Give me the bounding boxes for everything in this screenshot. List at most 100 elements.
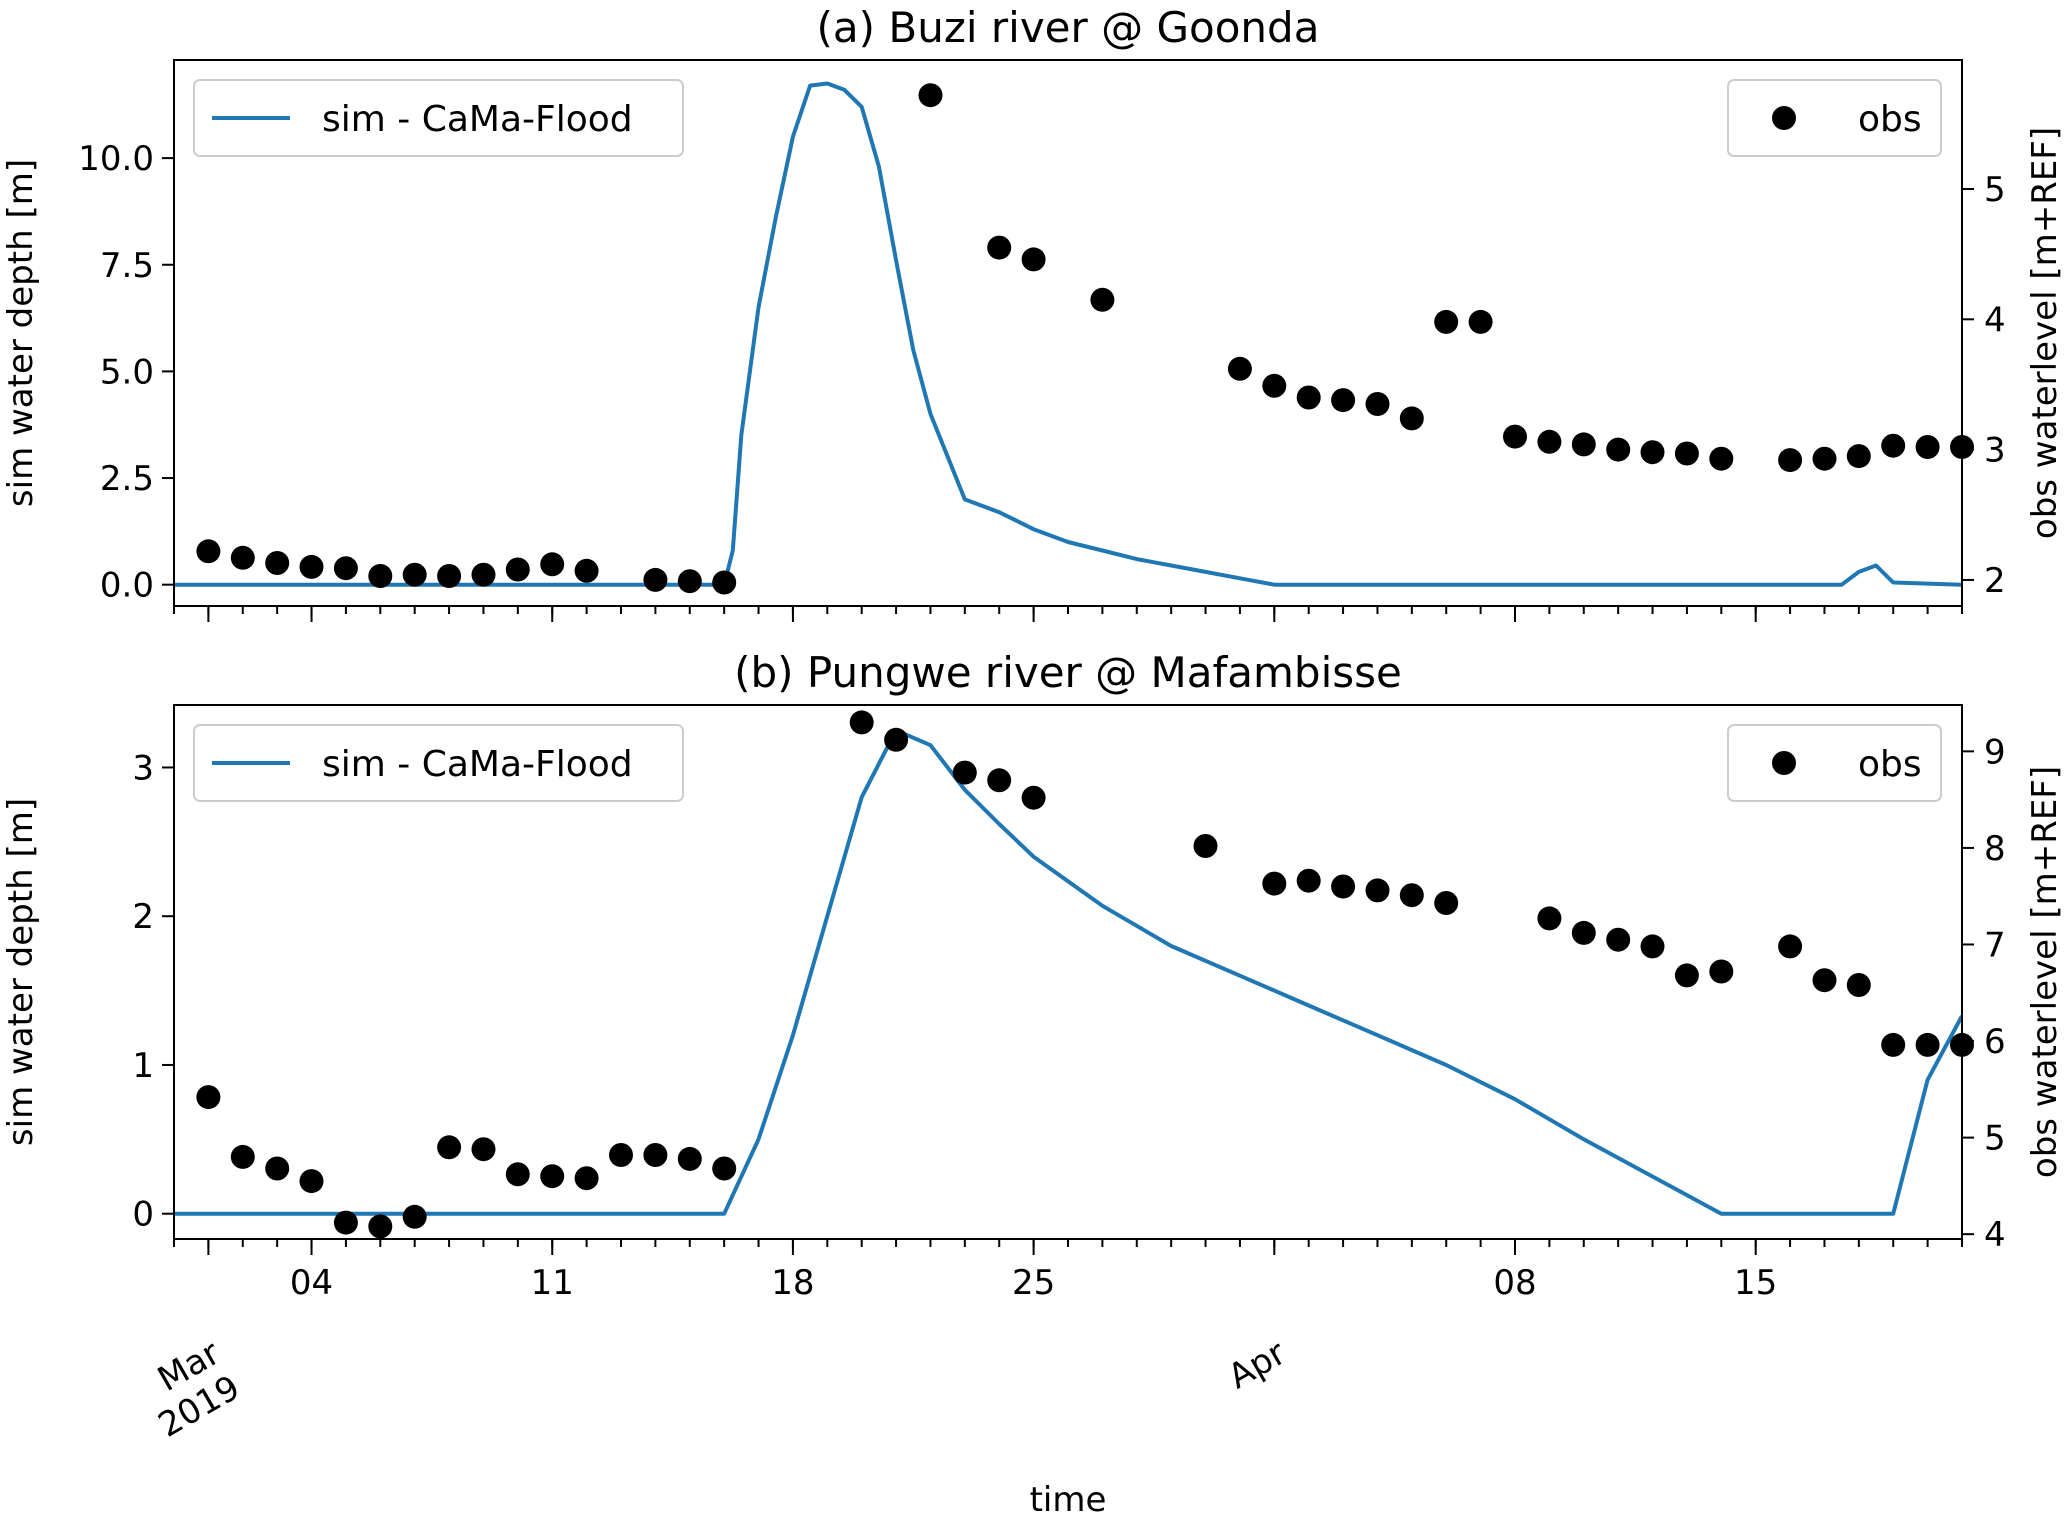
y-right-tick-label: 8 xyxy=(1984,829,2006,869)
obs-point xyxy=(1537,906,1562,931)
obs-point xyxy=(540,552,565,577)
y-tick-label: 7.5 xyxy=(100,246,154,286)
obs-point xyxy=(1640,934,1665,959)
legend-box xyxy=(1727,724,1942,802)
obs-point xyxy=(368,564,393,588)
panel-title: (b) Pungwe river @ Mafambisse xyxy=(734,648,1402,697)
obs-point xyxy=(952,760,977,785)
obs-point xyxy=(230,1144,255,1169)
y-axis-label: sim water depth [m] xyxy=(1,159,41,507)
obs-point xyxy=(574,1166,599,1191)
y-tick-label: 2.5 xyxy=(100,459,154,499)
y-tick-label: 1 xyxy=(132,1046,154,1086)
obs-point xyxy=(677,569,702,594)
obs-point xyxy=(196,1085,221,1110)
obs-point xyxy=(1846,973,1871,997)
legend-box xyxy=(193,79,684,157)
legend-box xyxy=(193,724,684,802)
obs-point xyxy=(1778,934,1803,959)
y-right-tick-label: 9 xyxy=(1984,732,2006,772)
obs-point xyxy=(1296,385,1321,410)
legend-obs-label: obs xyxy=(1858,99,1922,140)
y-axis-label: sim water depth [m] xyxy=(1,798,41,1146)
obs-point xyxy=(265,551,290,575)
obs-point xyxy=(1881,433,1906,458)
panel-b: (b) Pungwe river @ Mafambisse 0 1 2 3 4 5 6 7 8 9 s… xyxy=(1,648,2065,1446)
obs-point xyxy=(918,83,943,108)
obs-point xyxy=(1709,446,1734,471)
obs-point xyxy=(849,710,874,735)
y-tick-label: 0.0 xyxy=(100,566,154,606)
obs-point xyxy=(1331,388,1356,413)
obs-point xyxy=(1846,444,1871,469)
obs-point xyxy=(987,768,1012,793)
obs-point xyxy=(1915,435,1940,459)
obs-point xyxy=(1537,429,1562,454)
obs-point xyxy=(471,1137,496,1162)
y-tick-label: 5.0 xyxy=(100,352,154,392)
legend-box xyxy=(1727,79,1942,157)
x-tick-label: 11 xyxy=(531,1263,574,1303)
legend-sim: sim - CaMa-Flood xyxy=(193,79,684,157)
legend-obs-label: obs xyxy=(1858,744,1922,785)
y-right-tick-label: 5 xyxy=(1984,170,2006,210)
obs-point xyxy=(402,562,427,587)
obs-point xyxy=(987,235,1012,260)
obs-point xyxy=(196,539,221,564)
obs-point xyxy=(505,557,530,582)
x-tick-label: 08 xyxy=(1493,1263,1536,1303)
obs-point xyxy=(1640,440,1665,465)
obs-point xyxy=(1915,1032,1940,1057)
y-right-tick-label: 4 xyxy=(1984,1215,2006,1255)
obs-point xyxy=(712,1156,737,1181)
y-right-tick-label: 6 xyxy=(1984,1022,2006,1062)
y-tick-label: 3 xyxy=(132,748,154,788)
x-tick-label: 15 xyxy=(1734,1263,1777,1303)
obs-point xyxy=(643,567,668,592)
obs-point xyxy=(1021,785,1046,810)
y-right-tick-label: 2 xyxy=(1984,561,2006,601)
legend-obs: obs xyxy=(1727,724,1942,802)
y-right-tick-label: 7 xyxy=(1984,925,2006,965)
shared-x-axis: time xyxy=(1030,1480,1107,1514)
obs-point xyxy=(540,1164,565,1189)
sim-series-line xyxy=(174,81,1962,587)
obs-point xyxy=(1331,874,1356,899)
x-axis-label: time xyxy=(1030,1480,1107,1514)
obs-point xyxy=(677,1146,702,1171)
y-right-axis-label: obs waterlevel [m+REF] xyxy=(2025,766,2065,1178)
obs-point xyxy=(299,554,324,579)
obs-point xyxy=(1674,963,1699,988)
obs-point xyxy=(402,1204,427,1229)
obs-point xyxy=(1296,868,1321,893)
obs-point xyxy=(1881,1032,1906,1057)
obs-point xyxy=(1262,373,1287,398)
obs-point xyxy=(574,558,599,583)
obs-point xyxy=(333,1210,358,1235)
obs-point xyxy=(712,570,737,595)
legend-obs: obs xyxy=(1727,79,1942,157)
y-right-tick-label: 3 xyxy=(1984,431,2006,471)
obs-point xyxy=(1503,424,1527,449)
obs-point xyxy=(1090,287,1115,312)
obs-point xyxy=(1399,406,1424,431)
panel-a: (a) Buzi river @ Goonda 0.0 2.5 5.0 7.5 10.0 2… xyxy=(1,3,2065,622)
obs-point xyxy=(1399,883,1424,908)
obs-point xyxy=(368,1214,393,1239)
obs-point xyxy=(1674,441,1699,466)
obs-point xyxy=(1812,968,1837,993)
obs-point xyxy=(1365,392,1390,416)
obs-point xyxy=(230,545,255,570)
obs-point xyxy=(1571,432,1596,457)
obs-point xyxy=(299,1169,324,1194)
y-tick-label: 10.0 xyxy=(78,139,154,179)
obs-point xyxy=(437,1135,462,1160)
obs-point xyxy=(1709,959,1734,984)
legend-sim: sim - CaMa-Flood xyxy=(193,724,684,802)
obs-point xyxy=(1571,920,1596,945)
legend-obs-swatch xyxy=(1772,751,1796,775)
x-tick-label: 04 xyxy=(290,1263,333,1303)
obs-point xyxy=(1262,871,1287,896)
obs-point xyxy=(1434,309,1459,334)
